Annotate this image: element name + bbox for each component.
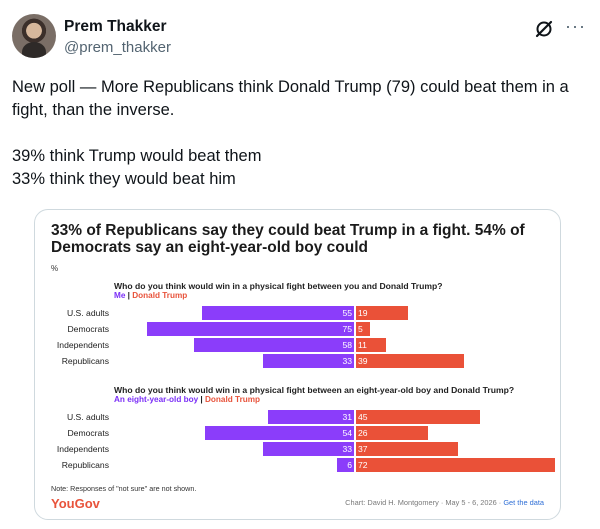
question-title-2: Who do you think would win in a physical…	[114, 385, 515, 395]
bar-left	[268, 410, 354, 424]
bar-right-value: 72	[358, 460, 368, 470]
bar-left	[202, 306, 354, 320]
question-title-1: Who do you think would win in a physical…	[114, 281, 443, 291]
bar-right	[356, 410, 481, 424]
bar-right	[356, 442, 459, 456]
legend-me: Me	[114, 291, 126, 300]
unit-label: %	[51, 264, 59, 273]
bar-left-value: 75	[342, 324, 352, 334]
bar-right	[356, 306, 409, 320]
more-icon[interactable]: ···	[565, 16, 586, 36]
bar-left-value: 6	[347, 460, 352, 470]
chart-title: 33% of Republicans say they could beat T…	[51, 222, 525, 256]
tweet-text-line: New poll — More Republicans think Donald…	[12, 78, 569, 119]
category-label: U.S. adults	[66, 412, 109, 422]
category-label: Republicans	[61, 460, 109, 470]
bar-right	[356, 426, 428, 440]
avatar[interactable]	[12, 14, 56, 58]
chart-note: Note: Responses of "not sure" are not sh…	[51, 484, 197, 493]
tweet-text-line: 33% think they would beat him	[12, 170, 236, 188]
category-label: Democrats	[67, 324, 109, 334]
category-label: Democrats	[67, 428, 109, 438]
bar-left-value: 54	[342, 428, 352, 438]
credit-text: Chart: David H. Montgomery · May 5 - 6, …	[345, 498, 504, 507]
bar-left-value: 33	[342, 356, 352, 366]
bar-left	[337, 458, 354, 472]
bar-right-value: 19	[358, 308, 368, 318]
bar-left-value: 33	[342, 444, 352, 454]
legend-trump: Donald Trump	[132, 291, 188, 300]
chart-card[interactable]: 33% of Republicans say they could beat T…	[34, 209, 561, 520]
chart-credit: Chart: David H. Montgomery · May 5 - 6, …	[345, 498, 544, 507]
legend-boy: An eight-year-old boy	[114, 395, 199, 404]
legend-2: An eight-year-old boy | Donald Trump	[114, 395, 261, 404]
tweet-text-line: 39% think Trump would beat them	[12, 147, 262, 165]
bar-left	[193, 338, 354, 352]
legend-trump: Donald Trump	[205, 395, 261, 404]
bar-right	[356, 354, 464, 368]
bar-right	[356, 322, 370, 336]
author-name[interactable]: Prem Thakker	[64, 18, 167, 35]
bar-left	[262, 354, 354, 368]
bar-right-value: 26	[358, 428, 368, 438]
bar-right-value: 5	[358, 324, 363, 334]
bar-left	[147, 322, 354, 336]
bar-left-value: 31	[342, 412, 352, 422]
legend-1: Me | Donald Trump	[114, 291, 188, 300]
grok-icon[interactable]	[534, 19, 554, 39]
bar-right-value: 11	[358, 340, 367, 350]
bar-left	[204, 426, 354, 440]
bar-right-value: 37	[358, 444, 368, 454]
category-label: Republicans	[61, 356, 109, 366]
bar-right	[356, 458, 555, 472]
get-data-link[interactable]: Get the data	[503, 498, 544, 507]
bar-right	[356, 338, 387, 352]
tweet-text: New poll — More Republicans think Donald…	[12, 76, 588, 191]
tweet-header: Prem Thakker @prem_thakker ···	[12, 14, 588, 62]
bar-right-value: 45	[358, 412, 368, 422]
category-label: Independents	[56, 340, 109, 350]
bar-left-value: 58	[342, 340, 352, 350]
bar-left	[262, 442, 354, 456]
category-label: U.S. adults	[66, 308, 109, 318]
yougov-logo: YouGov	[51, 496, 100, 511]
bar-left-value: 55	[342, 308, 352, 318]
author-handle[interactable]: @prem_thakker	[64, 39, 171, 56]
category-label: Independents	[56, 444, 109, 454]
bar-right-value: 39	[358, 356, 368, 366]
